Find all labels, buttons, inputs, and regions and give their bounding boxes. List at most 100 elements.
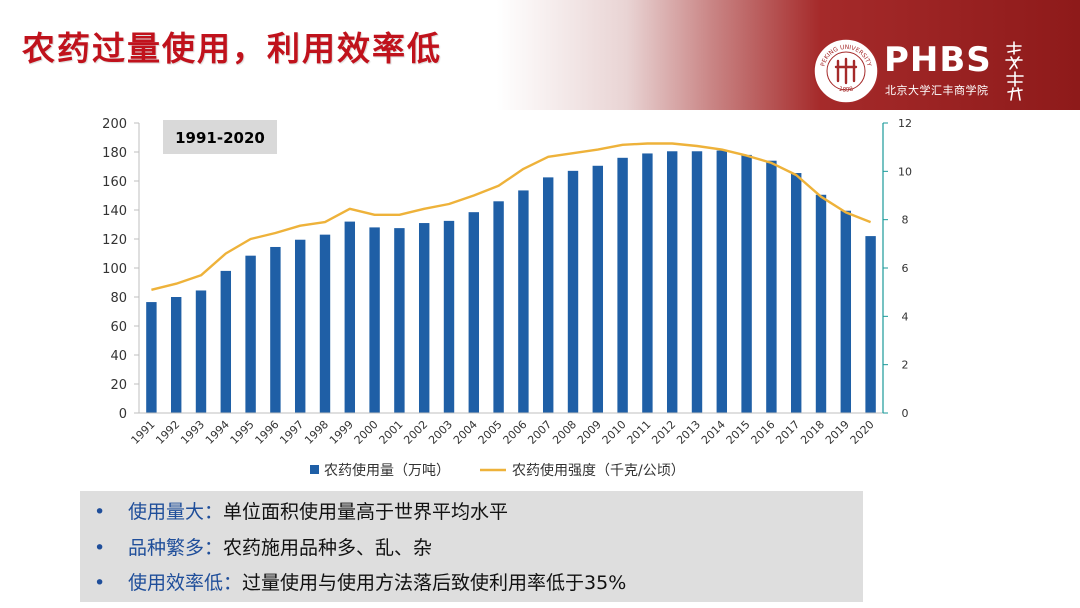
left-tick-label: 180 (102, 146, 127, 161)
bullet-box: • 使用量大：单位面积使用量高于世界平均水平 • 品种繁多：农药施用品种多、乱、杂 … (80, 491, 863, 602)
left-tick-label: 200 (102, 117, 127, 132)
left-tick-label: 140 (102, 204, 127, 219)
bar (666, 151, 678, 413)
x-tick-label: 2009 (575, 418, 604, 447)
left-tick-label: 60 (110, 320, 127, 335)
x-tick-label: 1993 (178, 418, 207, 447)
x-tick-label: 2020 (848, 418, 877, 447)
legend-bar-label: 农药使用量（万吨） (324, 462, 450, 479)
x-tick-label: 2007 (525, 418, 554, 447)
left-tick-label: 20 (110, 378, 127, 393)
phbs-logo-text: PHBS (884, 40, 992, 80)
chart-legend: 农药使用量（万吨） 农药使用强度（千克/公顷） (310, 462, 685, 479)
bar (840, 210, 852, 413)
x-tick-label: 1997 (277, 418, 306, 447)
x-tick-label: 2001 (377, 418, 406, 447)
header-banner (0, 0, 1080, 110)
bar (245, 255, 256, 413)
bar (294, 239, 306, 413)
line-series (151, 142, 872, 291)
bar (170, 297, 182, 413)
x-tick-label: 2006 (501, 418, 530, 447)
left-tick-label: 120 (102, 233, 127, 248)
bar (815, 194, 827, 413)
x-tick-label: 2004 (451, 418, 480, 447)
bullet-body: 单位面积使用量高于世界平均水平 (223, 501, 509, 523)
x-tick-label: 2016 (749, 418, 778, 447)
x-tick-label: 2003 (426, 418, 455, 447)
bar (542, 177, 554, 413)
right-tick-label: 6 (902, 262, 909, 275)
x-tick-label: 2017 (773, 418, 802, 447)
pesticide-usage-chart: 0 20 40 60 80 100 120 140 160 180 200 0 2 4 6 8 10 12 1991… (102, 117, 912, 479)
bar (567, 170, 579, 413)
bar (691, 151, 703, 413)
peking-university-seal-icon: PEKING UNIVERSITY 1898 (813, 38, 879, 104)
bar (518, 190, 529, 413)
x-tick-label: 2005 (476, 418, 505, 447)
bar (592, 165, 604, 413)
bar (642, 153, 653, 413)
left-tick-label: 160 (102, 175, 127, 190)
bullet-marker: • (94, 537, 106, 559)
bullet-item-2: • 品种繁多：农药施用品种多、乱、杂 (94, 533, 432, 560)
x-tick-label: 2018 (798, 418, 827, 447)
bar (493, 201, 504, 413)
bar (468, 212, 480, 413)
x-tick-label: 2015 (724, 418, 753, 447)
x-tick-label: 2011 (625, 418, 654, 447)
x-tick-label: 2013 (674, 418, 703, 447)
bar (790, 173, 802, 413)
legend-line-label: 农药使用强度（千克/公顷） (512, 462, 685, 479)
right-tick-label: 4 (902, 310, 909, 323)
bar-series (146, 150, 876, 414)
bullet-item-1: • 使用量大：单位面积使用量高于世界平均水平 (94, 497, 508, 524)
bar (146, 302, 157, 413)
bar (716, 150, 728, 414)
annotation-label: 1991-2020 (175, 129, 265, 147)
right-tick-label: 10 (898, 165, 912, 178)
legend-bar-swatch (310, 465, 319, 474)
x-tick-label: 2002 (401, 418, 430, 447)
left-tick-label: 40 (110, 349, 127, 364)
x-tick-label: 2012 (649, 418, 678, 447)
bullet-item-3: • 使用效率低：过量使用与使用方法落后致使利用率低于35% (94, 568, 626, 595)
left-tick-label: 100 (102, 262, 127, 277)
left-tick-label: 0 (119, 407, 127, 422)
bar (195, 290, 207, 413)
bullet-body: 过量使用与使用方法落后致使利用率低于35% (242, 572, 627, 594)
bar (270, 246, 281, 413)
right-tick-label: 0 (902, 407, 909, 420)
bullet-head: 使用效率低： (128, 572, 243, 594)
chart-annotation: 1991-2020 (163, 120, 277, 154)
seal-year-text: 1898 (838, 85, 854, 93)
calligraphy-icon (1005, 41, 1024, 101)
bullet-head: 使用量大： (128, 501, 224, 523)
bar (741, 154, 752, 413)
slide-title: 农药过量使用，利用效率低 (22, 29, 442, 68)
intensity-line (151, 142, 872, 291)
bar (394, 228, 405, 413)
x-tick-label: 1995 (228, 418, 257, 447)
bar (319, 234, 331, 413)
bar (617, 157, 628, 413)
x-tick-label: 1999 (327, 418, 356, 447)
x-tick-label: 1996 (253, 418, 282, 447)
x-tick-label: 2014 (699, 418, 728, 447)
x-tick-label: 2010 (600, 418, 629, 447)
x-tick-label: 1991 (129, 418, 158, 447)
right-tick-label: 12 (898, 117, 912, 130)
right-tick-label: 8 (902, 214, 909, 227)
phbs-logo-subtitle: 北京大学汇丰商学院 (885, 84, 989, 97)
x-tick-label: 2019 (823, 418, 852, 447)
right-tick-label: 2 (902, 359, 909, 372)
x-tick-label: 2008 (550, 418, 579, 447)
bullet-marker: • (94, 572, 106, 594)
bar (220, 270, 232, 413)
bar (865, 236, 876, 413)
x-tick-label: 1992 (153, 418, 182, 447)
left-tick-label: 80 (110, 291, 127, 306)
bar (369, 227, 380, 413)
bar (344, 221, 356, 413)
bullet-head: 品种繁多： (128, 537, 224, 559)
